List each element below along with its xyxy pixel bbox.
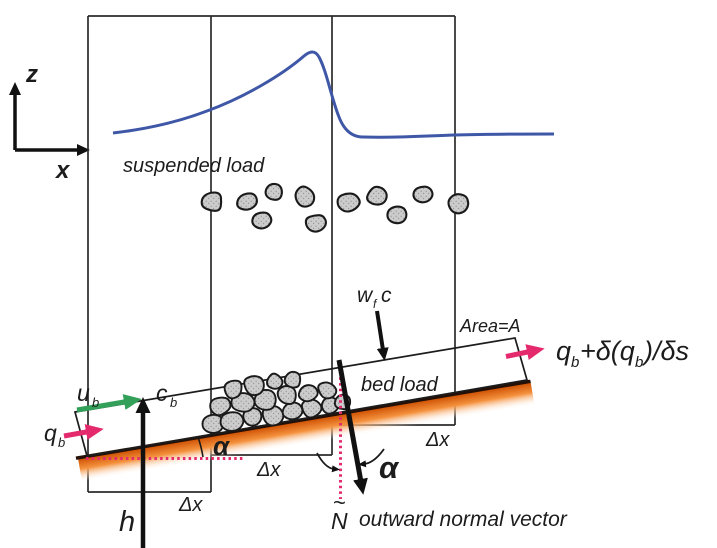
dx-label-3: Δx [425, 429, 450, 451]
flux-mid-subscript: b [635, 354, 643, 371]
suspended-particle [412, 185, 434, 204]
bed-angle-arc [197, 436, 204, 458]
bed-gradient [78, 381, 535, 482]
flux-q-label: q [556, 336, 571, 366]
cb-subscript: b [170, 395, 177, 410]
suspended-particle [200, 191, 223, 212]
suspended-particle [294, 185, 316, 208]
h-label: h [119, 506, 135, 538]
outward-normal-arrow [336, 359, 368, 495]
gravel-rock [317, 381, 338, 400]
suspended-load-label: suspended load [123, 155, 265, 177]
qb-outflow-arrow [505, 344, 545, 360]
gravel-rock [283, 370, 302, 389]
dx-label-2: Δx [256, 459, 281, 481]
suspended-particle [236, 192, 258, 211]
wfc-f-subscript: f [373, 297, 378, 311]
normal-caption: outward normal vector [359, 508, 568, 531]
gravel-rock [297, 384, 319, 403]
gravel-rock [266, 372, 284, 390]
suspended-particle [264, 182, 283, 201]
alpha-normal-label: α [379, 450, 400, 485]
wfc-w-label: w [357, 284, 374, 307]
concentration-curve [112, 50, 555, 139]
suspended-particle [336, 192, 361, 213]
gravel-rock [276, 385, 297, 405]
suspended-particles [200, 182, 470, 233]
gravel-rock [242, 407, 263, 427]
alpha-bed-label: α [213, 431, 231, 461]
normal-angle-arc-right [358, 448, 385, 468]
suspended-particle [304, 214, 328, 233]
qb-inflow-arrow [63, 424, 104, 440]
ub-velocity-arrow [76, 394, 142, 413]
gravel-rock [281, 401, 304, 421]
control-volume-columns [87, 15, 456, 493]
normal-n-label: N [331, 508, 348, 534]
ub-subscript: b [92, 395, 99, 410]
gravel-rock [243, 375, 265, 397]
suspended-particle [447, 193, 470, 215]
coordinate-axes [9, 82, 90, 156]
area-label: Area=A [459, 316, 521, 336]
gravel-rock [223, 379, 243, 400]
wfc-c-label: c [381, 284, 392, 307]
flux-end-label: )/δs [641, 336, 689, 366]
flux-mid-label: +δ(q [580, 336, 635, 366]
settling-flux-arrow [375, 310, 389, 361]
normal-tilde-accent: ~ [333, 490, 346, 515]
bed-load-label: bed load [361, 374, 439, 396]
bed-load-layer-outline [73, 337, 529, 457]
qb-label: q [44, 420, 57, 446]
flux-q-subscript: b [571, 354, 579, 371]
normal-angle-arc-left [316, 452, 340, 473]
qb-subscript: b [58, 435, 65, 450]
gravel-rock [300, 398, 323, 419]
gravel-rock [209, 396, 232, 417]
gravel-pile [201, 370, 352, 434]
suspended-particle [251, 211, 273, 230]
x-axis-label: x [54, 157, 71, 184]
ub-label: u [77, 380, 90, 406]
cb-label: c [156, 380, 168, 406]
dx-label-1: Δx [178, 494, 203, 516]
gravel-rock [261, 405, 285, 427]
z-axis-label: z [25, 61, 38, 88]
suspended-particle [386, 205, 408, 225]
suspended-particle [366, 185, 388, 206]
gravel-rock [219, 411, 245, 432]
